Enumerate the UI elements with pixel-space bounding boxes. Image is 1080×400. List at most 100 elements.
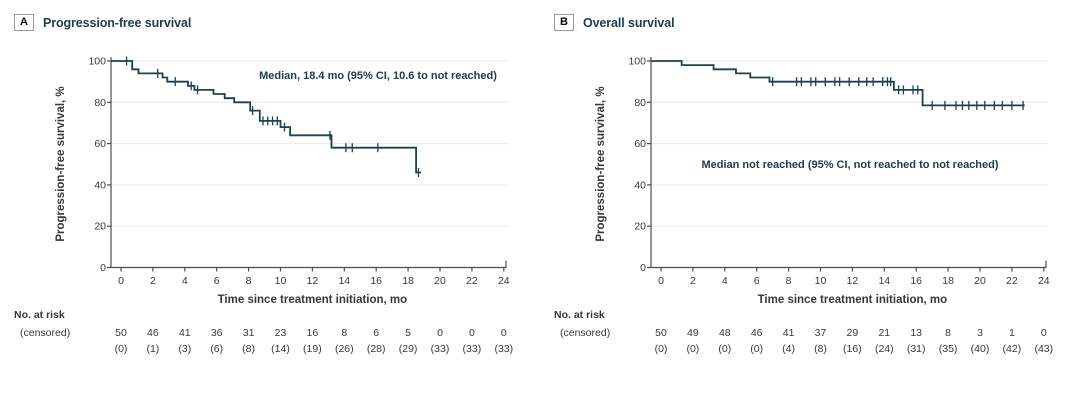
svg-text:40: 40 [94,179,106,191]
gridlines [651,60,1048,227]
svg-text:37: 37 [815,327,827,339]
svg-text:16: 16 [370,275,382,287]
svg-text:0: 0 [640,262,646,274]
svg-text:20: 20 [634,221,646,233]
svg-text:31: 31 [243,327,255,339]
svg-text:21: 21 [878,327,890,339]
svg-text:16: 16 [910,275,922,287]
censor-marks [125,56,420,178]
svg-text:(4): (4) [782,343,795,355]
svg-text:(19): (19) [303,343,322,355]
svg-text:(40): (40) [971,343,990,355]
svg-text:0: 0 [437,327,443,339]
svg-text:22: 22 [1006,275,1018,287]
panel-title-b: Overall survival [582,15,675,30]
panel-overall-survival: B Overall survival 0 20 40 60 80 100 0 2 4 6 8 10 12… [540,0,1080,400]
gridlines [111,60,508,227]
svg-text:0: 0 [118,275,124,287]
svg-text:(censored): (censored) [560,327,610,339]
svg-text:41: 41 [783,327,795,339]
svg-text:18: 18 [402,275,414,287]
svg-text:6: 6 [754,275,760,287]
svg-text:(33): (33) [463,343,482,355]
svg-text:48: 48 [719,327,731,339]
svg-text:(14): (14) [271,343,290,355]
svg-text:8: 8 [341,327,347,339]
svg-text:100: 100 [88,56,106,68]
risk-table: No. at risk(censored) 50(0)46(1)41(3)36(6… [14,309,513,355]
km-curve [651,60,1025,107]
svg-text:8: 8 [786,275,792,287]
svg-text:41: 41 [179,327,191,339]
svg-text:14: 14 [878,275,890,287]
svg-text:(censored): (censored) [20,327,70,339]
censor-marks [771,77,1024,110]
svg-text:(24): (24) [875,343,894,355]
svg-text:46: 46 [751,327,763,339]
svg-text:0: 0 [658,275,664,287]
x-axis-label: Time since treatment initiation, mo [218,294,408,306]
svg-text:20: 20 [94,221,106,233]
svg-text:80: 80 [634,97,646,109]
svg-text:(8): (8) [242,343,255,355]
svg-text:12: 12 [307,275,319,287]
svg-text:(26): (26) [335,343,354,355]
svg-text:24: 24 [498,275,510,287]
svg-text:49: 49 [687,327,699,339]
panel-header-b: B Overall survival [554,14,675,31]
svg-text:10: 10 [815,275,827,287]
svg-text:(0): (0) [686,343,699,355]
svg-text:80: 80 [94,97,106,109]
panel-title-a: Progression-free survival [42,15,192,30]
panel-progression-free-survival: A Progression-free survival 0 20 40 60 80 100… [14,14,513,355]
svg-text:36: 36 [211,327,223,339]
svg-text:(31): (31) [907,343,926,355]
svg-text:10: 10 [275,275,287,287]
svg-text:22: 22 [466,275,478,287]
svg-text:4: 4 [722,275,728,287]
svg-text:100: 100 [628,56,646,68]
svg-text:(33): (33) [431,343,450,355]
axes [107,57,507,272]
panel-header-a: A Progression-free survival [14,14,191,31]
svg-text:12: 12 [847,275,859,287]
median-annotation: Median, 18.4 mo (95% CI, 10.6 to not rea… [259,70,497,82]
svg-text:6: 6 [214,275,220,287]
svg-text:(28): (28) [367,343,386,355]
svg-text:(8): (8) [814,343,827,355]
svg-text:60: 60 [634,138,646,150]
svg-text:13: 13 [910,327,922,339]
svg-text:6: 6 [373,327,379,339]
median-annotation: Median not reached (95% CI, not reached … [701,159,998,171]
svg-text:20: 20 [434,275,446,287]
axes [647,57,1047,272]
svg-text:24: 24 [1038,275,1050,287]
svg-text:8: 8 [246,275,252,287]
svg-text:(0): (0) [718,343,731,355]
svg-text:(3): (3) [178,343,191,355]
svg-text:(16): (16) [843,343,862,355]
svg-text:29: 29 [847,327,859,339]
svg-text:8: 8 [945,327,951,339]
svg-text:(42): (42) [1003,343,1022,355]
svg-text:50: 50 [655,327,667,339]
svg-text:4: 4 [182,275,188,287]
y-axis-label: Progression-free survival, % [55,86,67,241]
svg-text:(43): (43) [1034,343,1053,355]
risk-table: No. at risk (censored) 50 (0) 49 (0) 48 (0) 46 (0… [554,309,1053,355]
svg-text:No. at risk: No. at risk [14,309,65,321]
svg-text:0: 0 [501,327,507,339]
svg-text:46: 46 [147,327,159,339]
svg-text:0: 0 [469,327,475,339]
svg-text:2: 2 [150,275,156,287]
svg-text:(1): (1) [146,343,159,355]
svg-text:(0): (0) [750,343,763,355]
svg-text:No. at risk: No. at risk [554,309,605,321]
svg-text:0: 0 [1041,327,1047,339]
svg-text:(6): (6) [210,343,223,355]
svg-text:60: 60 [94,138,106,150]
svg-text:(35): (35) [939,343,958,355]
